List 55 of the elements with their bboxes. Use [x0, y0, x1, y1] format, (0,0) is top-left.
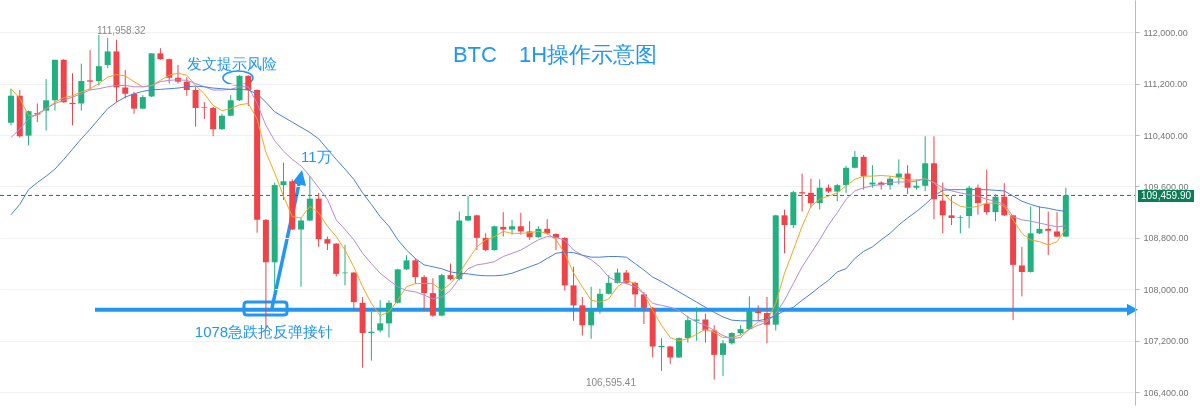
annotation: 106,595.41 [585, 377, 637, 388]
candlestick [280, 162, 287, 201]
candlestick [509, 219, 516, 236]
annotation: 1078急跌抢反弹接针 [194, 323, 334, 340]
annotation: 11万 [301, 148, 332, 165]
candlestick [957, 214, 964, 234]
annotation: 111,958.32 [97, 25, 146, 36]
candlestick [720, 339, 726, 377]
candlestick [87, 49, 94, 91]
candlestick [1054, 211, 1061, 238]
candlestick [473, 214, 480, 251]
candlestick [799, 173, 806, 212]
candlestick [421, 274, 428, 311]
candlestick [640, 291, 647, 325]
ref-line-label: 109,459.90 [1138, 190, 1195, 203]
candlestick [860, 154, 867, 191]
candlestick [684, 315, 691, 344]
y-tick-label: 109,600.00 [1143, 181, 1189, 192]
candlestick [500, 211, 507, 238]
candlestick [95, 34, 102, 86]
candlestick [465, 195, 472, 222]
text: BTC 1H操作示意图 [452, 42, 658, 67]
candlestick [517, 212, 524, 236]
candlestick [570, 266, 577, 322]
y-tick-label: 108,000.00 [1143, 284, 1189, 295]
candlestick [412, 257, 419, 284]
y-tick-label: 107,200.00 [1143, 336, 1189, 347]
candlestick [192, 86, 199, 128]
y-tick-label: 108,800.00 [1143, 233, 1189, 244]
candlestick [1045, 211, 1052, 256]
candlestick [939, 182, 946, 234]
y-tick-label: 111,200.00 [1143, 79, 1188, 90]
y-tick-label: 112,000.00 [1143, 27, 1188, 38]
candlestick [131, 91, 138, 115]
candlestick [201, 101, 208, 120]
candlestick [377, 299, 384, 333]
candlestick [781, 209, 788, 254]
candlestick [588, 286, 595, 340]
candlestick [869, 164, 876, 189]
y-tick-label: 106,400.00 [1143, 387, 1189, 398]
candlestick [746, 295, 753, 331]
candlestick [429, 277, 436, 318]
candlestick [122, 69, 129, 99]
candlestick [807, 178, 814, 209]
candlestick [922, 135, 929, 192]
candlestick [983, 169, 990, 216]
candlestick [579, 296, 586, 337]
candlestick [948, 195, 955, 226]
candlestick [843, 165, 850, 194]
candlestick [298, 217, 305, 288]
y-tick-label: 110,400.00 [1143, 130, 1188, 141]
annotation: 发文提示风险 [187, 55, 277, 72]
candlestick [1018, 246, 1025, 297]
candlestick [104, 37, 111, 69]
candlestick [210, 106, 217, 137]
